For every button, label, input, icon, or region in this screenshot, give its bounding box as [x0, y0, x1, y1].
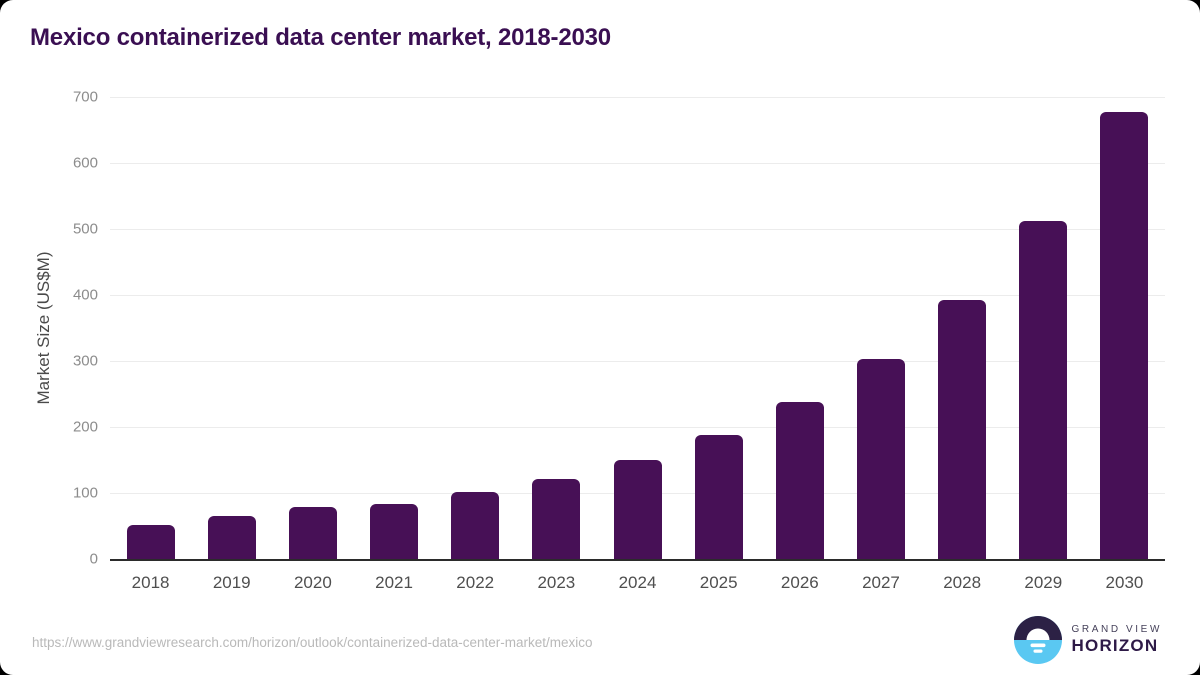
gridline-300 [110, 361, 1165, 362]
gridline-200 [110, 427, 1165, 428]
x-label-2021: 2021 [375, 573, 413, 592]
bar-column-2023: 2023 [516, 97, 597, 592]
y-tick-100: 100 [72, 484, 98, 502]
gridline-400 [110, 295, 1165, 296]
bar-2020 [288, 506, 337, 559]
x-label-2024: 2024 [618, 573, 657, 592]
x-label-2025: 2025 [699, 573, 738, 592]
bar-column-2021: 2021 [353, 97, 434, 592]
y-tick-300: 300 [72, 352, 98, 370]
y-axis-tick-labels: 0 100 200 300 400 500 600 700 [0, 89, 98, 568]
gridline-500 [110, 229, 1165, 230]
bar-column-2025: 2025 [678, 97, 759, 592]
brand-text: GRAND VIEW HORIZON [1072, 624, 1162, 655]
y-tick-200: 200 [72, 418, 98, 436]
x-label-2028: 2028 [943, 573, 982, 592]
x-label-2026: 2026 [780, 573, 819, 592]
y-tick-0: 0 [89, 550, 98, 568]
brand-name-bottom: HORIZON [1071, 635, 1159, 655]
x-label-2019: 2019 [212, 573, 251, 592]
brand-logo: GRAND VIEW HORIZON [1013, 614, 1162, 666]
bar-2019 [207, 516, 256, 559]
x-label-2020: 2020 [293, 573, 332, 592]
bar-2018 [126, 524, 175, 559]
bar-2023 [532, 479, 581, 559]
bar-columns: 2018 2019 2020 2021 2022 2023 2024 2025 2026 2027… [110, 97, 1165, 592]
y-tick-600: 600 [72, 154, 98, 172]
gridline-700 [110, 97, 1165, 98]
bar-column-2026: 2026 [759, 97, 840, 592]
bar-2021 [370, 503, 419, 559]
x-label-2018: 2018 [131, 573, 170, 592]
x-label-2027: 2027 [862, 573, 900, 592]
chart-title: Mexico containerized data center market,… [30, 24, 611, 51]
bar-column-2024: 2024 [597, 97, 678, 592]
bar-column-2022: 2022 [435, 97, 516, 592]
x-label-2023: 2023 [537, 573, 576, 592]
bar-2030 [1100, 112, 1149, 559]
bar-column-2027: 2027 [840, 97, 921, 592]
x-label-2029: 2029 [1024, 573, 1063, 592]
bar-column-2020: 2020 [272, 97, 353, 592]
bar-2028 [938, 300, 987, 559]
bar-column-2029: 2029 [1003, 97, 1084, 592]
bar-2025 [694, 434, 743, 559]
plot-area: 2018 2019 2020 2021 2022 2023 2024 2025 2026 2027… [110, 97, 1165, 592]
bar-2027 [856, 359, 905, 559]
bar-2022 [451, 492, 500, 559]
source-url: https://www.grandviewresearch.com/horizo… [32, 635, 593, 650]
bar-2024 [613, 460, 662, 559]
bar-2026 [775, 401, 824, 559]
brand-name-top: GRAND VIEW [1071, 624, 1162, 636]
y-tick-700: 700 [72, 88, 98, 106]
x-label-2022: 2022 [456, 573, 495, 592]
x-label-2030: 2030 [1105, 573, 1144, 592]
grand-view-horizon-logo-icon [1013, 616, 1062, 664]
bar-2029 [1019, 221, 1068, 559]
bar-column-2019: 2019 [191, 97, 272, 592]
y-tick-500: 500 [72, 220, 98, 238]
bar-column-2030: 2030 [1084, 97, 1165, 592]
bar-column-2018: 2018 [110, 97, 191, 592]
gridline-600 [110, 163, 1165, 164]
bar-column-2028: 2028 [922, 97, 1003, 592]
y-tick-400: 400 [72, 286, 98, 304]
